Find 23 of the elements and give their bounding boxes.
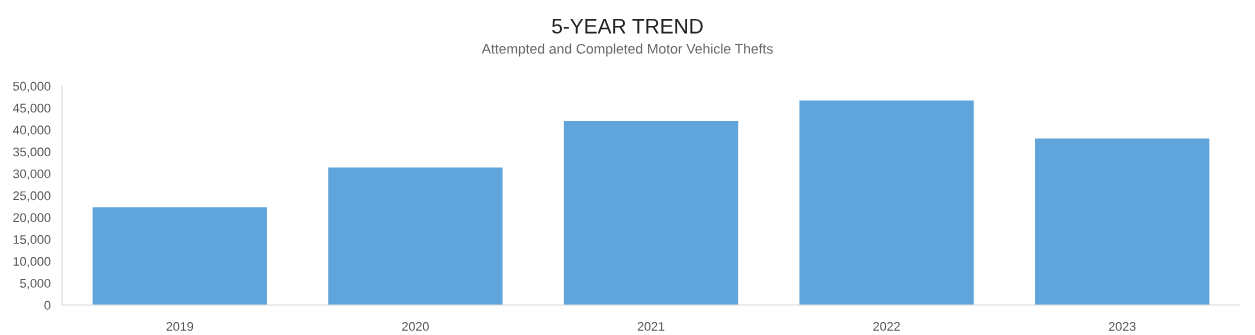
chart-title: 5-YEAR TREND [552, 19, 703, 34]
chart-subtitle: Attempted and Completed Motor Vehicle Thefts [481, 43, 773, 57]
y-tick-label: 15,000 [13, 235, 51, 246]
x-tick-label: 2021 [637, 322, 665, 331]
x-tick-label: 2019 [166, 322, 194, 331]
y-tick-label: 45,000 [12, 103, 51, 115]
y-tick-label: 35,000 [13, 147, 51, 158]
x-tick-label: 2020 [402, 322, 429, 331]
bar [799, 100, 974, 305]
bar [328, 167, 503, 305]
x-tick-label: 2022 [873, 322, 900, 331]
y-tick-label: 30,000 [13, 169, 51, 180]
bar [1035, 138, 1210, 305]
y-tick-label: 0 [44, 300, 51, 310]
y-tick-label: 5,000 [20, 278, 51, 290]
y-tick-label: 10,000 [13, 257, 51, 268]
y-tick-label: 50,000 [13, 81, 51, 93]
x-tick-label: 2023 [1108, 322, 1136, 331]
bar [563, 121, 739, 305]
y-tick-label: 25,000 [13, 191, 51, 202]
y-tick-label: 40,000 [12, 125, 51, 136]
bar [92, 207, 267, 305]
y-tick-label: 20,000 [13, 213, 51, 224]
